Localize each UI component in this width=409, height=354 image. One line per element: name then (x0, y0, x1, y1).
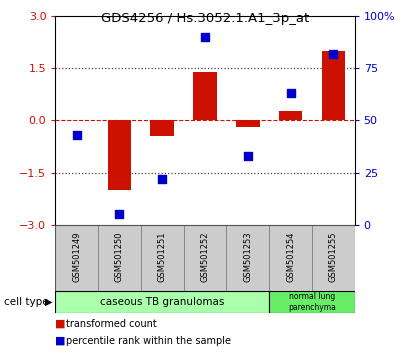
Bar (150, 120, 173, 136)
Text: percentile rank within the sample: percentile rank within the sample (65, 336, 230, 346)
Point (201, 34, 208, 40)
Point (329, 51, 336, 56)
Text: GSM501254: GSM501254 (285, 231, 294, 282)
FancyBboxPatch shape (55, 291, 268, 313)
Text: GSM501252: GSM501252 (200, 231, 209, 282)
Text: normal lung
parenchyma: normal lung parenchyma (287, 292, 335, 312)
Text: GSM501253: GSM501253 (243, 231, 252, 282)
Text: GSM501249: GSM501249 (72, 231, 81, 282)
FancyBboxPatch shape (98, 225, 141, 291)
Text: GSM501251: GSM501251 (157, 231, 166, 282)
FancyBboxPatch shape (183, 225, 226, 291)
Text: GDS4256 / Hs.3052.1.A1_3p_at: GDS4256 / Hs.3052.1.A1_3p_at (101, 12, 308, 25)
Text: ■: ■ (55, 336, 66, 346)
FancyBboxPatch shape (141, 225, 183, 291)
FancyBboxPatch shape (311, 225, 354, 291)
FancyBboxPatch shape (55, 225, 98, 291)
Bar (108, 120, 131, 190)
Text: GSM501250: GSM501250 (115, 231, 124, 282)
Text: cell type: cell type (4, 297, 49, 307)
Text: transformed count: transformed count (65, 319, 156, 329)
Point (287, 90, 293, 96)
Point (116, 211, 122, 217)
FancyBboxPatch shape (226, 225, 268, 291)
Bar (236, 120, 259, 127)
FancyBboxPatch shape (268, 225, 311, 291)
Point (159, 176, 165, 182)
Bar (278, 110, 301, 120)
Text: ■: ■ (55, 319, 66, 329)
Point (244, 153, 250, 159)
Text: caseous TB granulomas: caseous TB granulomas (100, 297, 224, 307)
FancyBboxPatch shape (268, 291, 354, 313)
Bar (321, 51, 344, 120)
Text: ▶: ▶ (45, 297, 52, 307)
Text: GSM501255: GSM501255 (328, 231, 337, 282)
Bar (193, 72, 216, 120)
Point (73, 132, 80, 138)
